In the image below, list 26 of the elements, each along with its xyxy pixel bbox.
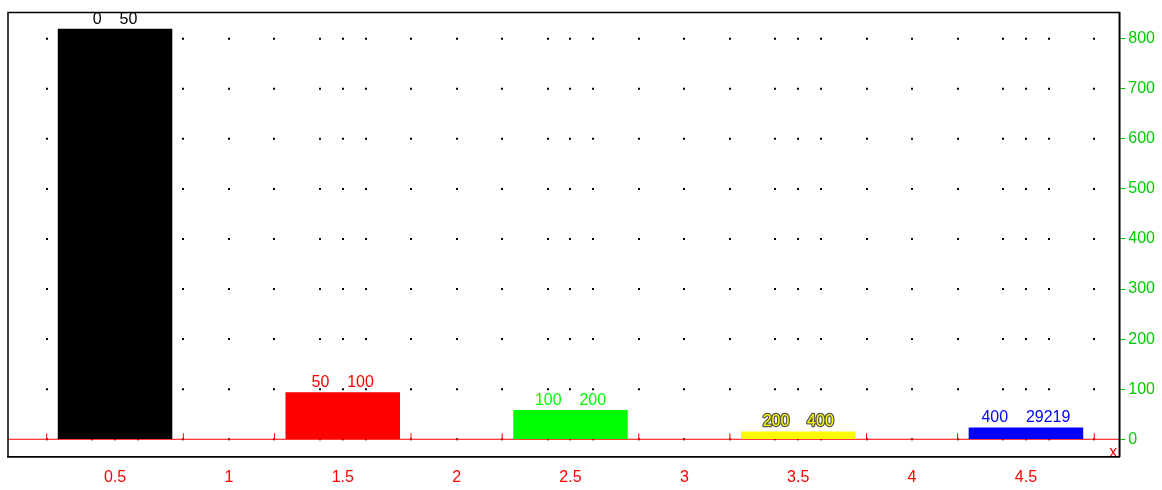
annotation: 50 100 bbox=[311, 373, 374, 391]
x-tick-label: 0.5 bbox=[103, 467, 127, 485]
annotation: 100 200 bbox=[534, 390, 607, 408]
bar bbox=[740, 431, 856, 440]
x-tick-label: 3 bbox=[679, 467, 689, 485]
x-tick-label: 3.5 bbox=[787, 467, 810, 485]
x-tick-label: 1.5 bbox=[331, 467, 354, 485]
y-tick-label: 0 bbox=[1128, 429, 1138, 447]
y-tick-label: 300 bbox=[1128, 279, 1156, 297]
y-tick-label: 200 bbox=[1128, 329, 1156, 347]
y-tick-label: 600 bbox=[1128, 129, 1156, 147]
x-tick-label: 2.5 bbox=[559, 467, 582, 485]
y-tick-label: 700 bbox=[1128, 79, 1156, 97]
bar bbox=[513, 409, 628, 440]
bar bbox=[968, 427, 1084, 440]
annotation: 200 400 bbox=[762, 412, 834, 430]
bar bbox=[57, 28, 173, 440]
y-tick-label: 800 bbox=[1128, 29, 1156, 47]
y-tick-label: 500 bbox=[1128, 179, 1156, 197]
x-tick-label: 2 bbox=[452, 467, 462, 485]
x-tick-label: 1 bbox=[224, 467, 234, 485]
x-tick-label: 4.5 bbox=[1014, 467, 1038, 485]
annotation: 400 29219 bbox=[981, 408, 1071, 426]
x-tick-label: 4 bbox=[907, 467, 917, 485]
y-tick-label: 400 bbox=[1128, 229, 1156, 247]
y-tick-label: 100 bbox=[1128, 379, 1156, 397]
